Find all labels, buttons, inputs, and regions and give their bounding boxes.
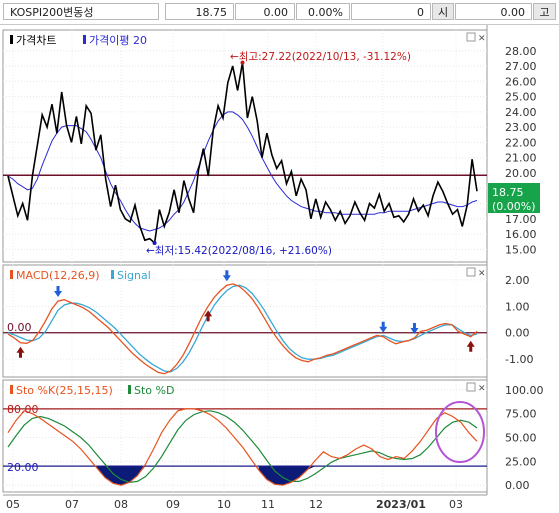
x-tick-label: 12 xyxy=(309,498,323,511)
volume-value: 0 xyxy=(351,3,431,20)
chart-area: ✕ ✕ ✕ 15.0016.0017.0018.0019.0020.0021.0… xyxy=(0,25,559,513)
sto-d-line xyxy=(7,410,478,484)
price-tick-label: 28.00 xyxy=(505,45,537,58)
legend-signal: Signal xyxy=(117,269,151,282)
maximize-icon[interactable] xyxy=(466,267,476,277)
legend-price: 가격차트 xyxy=(16,34,56,47)
signal-line xyxy=(7,284,478,373)
price-value: 18.75 xyxy=(165,3,234,20)
quote-header: KOSPI200변동성 18.75 0.00 0.00% 0 시 0.00 고 xyxy=(0,0,559,25)
grid-lines xyxy=(3,30,487,495)
x-tick-label: 07 xyxy=(65,498,79,511)
sell-signal-arrow-icon xyxy=(379,321,388,333)
price-tick-label: 22.00 xyxy=(505,136,537,149)
buy-signal-arrow-icon xyxy=(466,340,475,352)
x-tick-label: 11 xyxy=(261,498,275,511)
x-tick-label: 2023/01 xyxy=(376,498,426,511)
high-annotation: ←최고:27.22(2022/10/13, -31.12%) xyxy=(230,51,411,63)
maximize-icon[interactable] xyxy=(466,382,476,392)
close-icon[interactable]: ✕ xyxy=(478,34,486,44)
price-legend: 가격차트 가격이평 20 xyxy=(10,34,147,47)
change-value: 0.00 xyxy=(235,3,295,20)
stochastic-tick-label: 50.00 xyxy=(505,432,537,445)
x-tick-label: 09 xyxy=(166,498,180,511)
x-tick-label: 05 xyxy=(6,498,20,511)
sell-signal-arrow-icon xyxy=(410,323,419,335)
stochastic-tick-label: 25.00 xyxy=(505,455,537,468)
low-annotation: ←최저:15.42(2022/08/16, +21.60%) xyxy=(146,245,332,257)
macd-tick-label: 2.00 xyxy=(505,274,530,287)
macd-tick-label: -1.00 xyxy=(505,353,533,366)
pane-controls: ✕ ✕ ✕ xyxy=(466,32,486,394)
macd-tick-label: 0.00 xyxy=(505,327,530,340)
macd-zero-label: 0.00 xyxy=(7,321,32,334)
current-price-label: 18.75 xyxy=(492,186,524,199)
low-point-marker xyxy=(152,240,157,245)
price-tick-label: 21.00 xyxy=(505,152,537,165)
price-tick-label: 24.00 xyxy=(505,106,537,119)
legend-sto-d: Sto %D xyxy=(134,384,174,397)
change-pct-value: 0.00% xyxy=(296,3,350,20)
ma20-line xyxy=(7,111,478,232)
macd-line xyxy=(7,283,478,375)
price-tick-label: 20.00 xyxy=(505,167,537,180)
high-label: 고 xyxy=(533,3,556,20)
current-price-box: 18.75 (0.00%) xyxy=(488,183,540,213)
sell-signal-arrow-icon xyxy=(54,286,63,298)
x-tick-label: 08 xyxy=(114,498,128,511)
sto-upper-label: 80.00 xyxy=(7,403,39,416)
current-pct-label: (0.00%) xyxy=(492,200,536,213)
sto-k-line xyxy=(7,408,478,486)
symbol-field[interactable]: KOSPI200변동성 xyxy=(3,3,159,20)
close-icon[interactable]: ✕ xyxy=(478,269,486,279)
maximize-icon[interactable] xyxy=(466,32,476,42)
legend-ma20: 가격이평 20 xyxy=(89,34,147,47)
price-tick-label: 27.00 xyxy=(505,60,537,73)
sell-signal-arrow-icon xyxy=(222,270,231,282)
price-tick-label: 16.00 xyxy=(505,228,537,241)
macd-legend: MACD(12,26,9) Signal xyxy=(10,269,151,282)
close-icon[interactable]: ✕ xyxy=(478,384,486,394)
price-tick-label: 26.00 xyxy=(505,75,537,88)
stochastic-legend: Sto %K(25,15,15) Sto %D xyxy=(10,384,174,397)
sto-lower-label: 20.00 xyxy=(7,461,39,474)
stochastic-tick-label: 100.00 xyxy=(505,384,544,397)
macd-tick-label: 1.00 xyxy=(505,300,530,313)
price-tick-label: 23.00 xyxy=(505,121,537,134)
price-tick-label: 17.00 xyxy=(505,213,537,226)
price-tick-label: 25.00 xyxy=(505,91,537,104)
highlight-circle xyxy=(435,401,485,463)
buy-signal-arrow-icon xyxy=(16,346,25,358)
stochastic-tick-label: 0.00 xyxy=(505,479,530,492)
oversold-fill xyxy=(96,466,316,486)
x-tick-label: 03 xyxy=(449,498,463,511)
x-tick-label: 10 xyxy=(217,498,231,511)
buy-signal-arrow-icon xyxy=(204,310,213,322)
open-value: 0.00 xyxy=(455,3,532,20)
price-tick-label: 15.00 xyxy=(505,243,537,256)
open-label: 시 xyxy=(432,3,454,20)
legend-macd: MACD(12,26,9) xyxy=(16,269,100,282)
high-point-marker xyxy=(240,60,245,65)
legend-sto-k: Sto %K(25,15,15) xyxy=(16,384,113,397)
stochastic-tick-label: 75.00 xyxy=(505,408,537,421)
